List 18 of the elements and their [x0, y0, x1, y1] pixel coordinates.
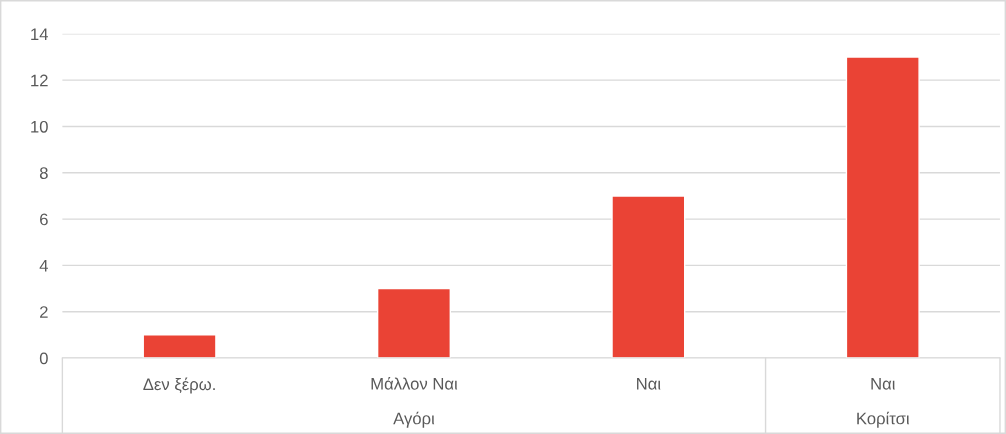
x-tick-label: Μάλλον Ναι [371, 377, 458, 390]
y-tick-label: 2 [40, 306, 48, 318]
y-tick-label: 4 [39, 259, 48, 272]
bar [142, 334, 217, 359]
bar [376, 287, 451, 359]
y-tick-label: 14 [31, 28, 48, 40]
y-tick-label: 0 [39, 352, 48, 365]
bar [611, 195, 686, 359]
y-tick-label: 8 [39, 167, 48, 179]
bar [845, 56, 920, 359]
y-tick-label: 12 [31, 74, 48, 87]
y-tick-label: 10 [31, 120, 48, 133]
y-tick-label: 6 [40, 213, 48, 226]
text: Κορίτσι [857, 411, 910, 428]
x-tick-label: Δεν ξέρω. [143, 377, 215, 394]
x-tick-label: Ναι [637, 378, 661, 390]
text: Αγόρι [393, 411, 435, 428]
x-tick-label: Ναι [871, 378, 895, 390]
